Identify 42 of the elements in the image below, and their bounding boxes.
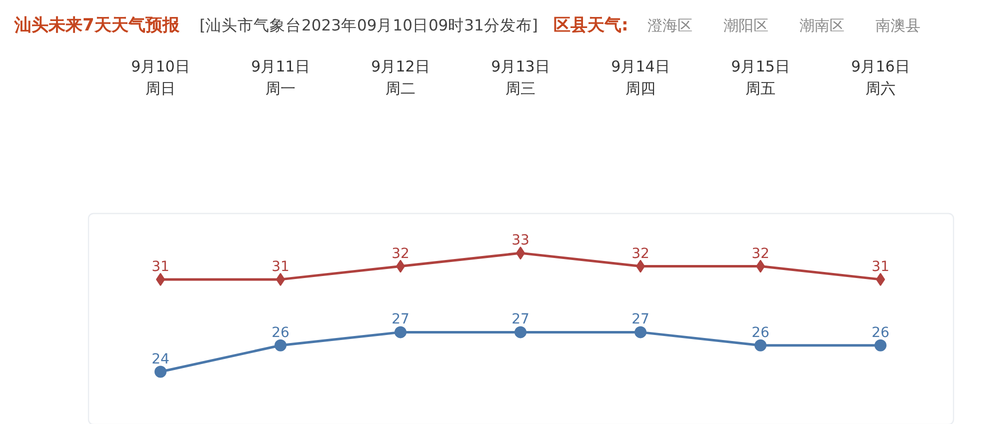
point bbox=[394, 326, 406, 338]
point bbox=[754, 339, 766, 352]
data-label: 32 bbox=[752, 246, 770, 262]
x-tick-label: 9月12日 bbox=[371, 58, 430, 76]
text: 区县天气: bbox=[554, 16, 628, 36]
text: 周日 bbox=[146, 80, 176, 98]
data-label: 26 bbox=[872, 324, 890, 341]
data-label: 31 bbox=[152, 258, 170, 275]
text: 周五 bbox=[746, 80, 776, 98]
text: 周二 bbox=[386, 80, 416, 98]
data-label: 32 bbox=[392, 246, 410, 262]
data-label: 27 bbox=[512, 312, 530, 328]
text: 潮阳区 bbox=[724, 16, 768, 34]
point bbox=[874, 339, 886, 352]
x-tick-label: 9月15日 bbox=[731, 58, 790, 76]
text: 周四 bbox=[626, 80, 656, 98]
point bbox=[634, 326, 646, 338]
data-label: 24 bbox=[152, 351, 170, 368]
x-tick-label: 9月11日 bbox=[251, 58, 310, 76]
point bbox=[154, 366, 166, 378]
x-tick-label: 9月13日 bbox=[491, 58, 550, 76]
text: 澄海区 bbox=[648, 16, 692, 34]
chart-title: 汕头未来7天天气预报 bbox=[14, 16, 180, 36]
data-label: 26 bbox=[752, 324, 770, 341]
text: 周一 bbox=[266, 80, 296, 98]
chart-subtitle: [汕头市气象台2023年09月10日09时31分发布] bbox=[200, 16, 538, 34]
point bbox=[274, 339, 286, 352]
text: 周六 bbox=[866, 80, 896, 98]
point bbox=[514, 326, 526, 338]
data-label: 27 bbox=[392, 312, 410, 328]
text: 潮南区 bbox=[800, 16, 844, 34]
data-label: 31 bbox=[872, 258, 890, 275]
data-label: 31 bbox=[272, 258, 290, 275]
x-tick-label: 9月10日 bbox=[131, 58, 190, 76]
data-label: 26 bbox=[272, 324, 290, 341]
text: 周三 bbox=[506, 80, 536, 98]
data-label: 32 bbox=[632, 246, 650, 262]
text: 南澳县 bbox=[876, 16, 920, 34]
data-label: 33 bbox=[512, 232, 530, 249]
x-tick-label: 9月16日 bbox=[851, 58, 910, 76]
data-label: 27 bbox=[632, 312, 650, 328]
x-tick-label: 9月14日 bbox=[611, 58, 670, 76]
